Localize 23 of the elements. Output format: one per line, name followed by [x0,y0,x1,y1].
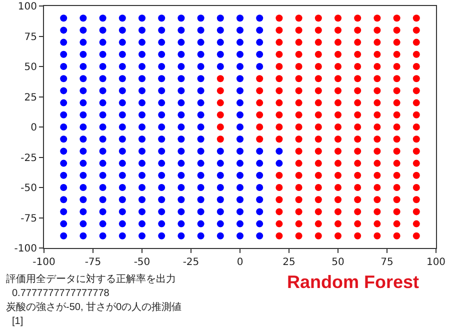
y-tick-label: 75 [24,32,37,43]
text: [1] [12,316,24,327]
x-tick-label: -25 [182,257,200,268]
y-tick-label: -50 [20,183,37,194]
text: 評価用全データに対する正解率を出力 [6,273,176,285]
y-tick-label: 100 [18,2,37,12]
text: 0.7777777777777778 [12,288,110,299]
x-tick-label: -50 [134,257,150,268]
y-tick-label: -75 [20,213,37,224]
text: 炭酸の強さが-50, 甘さが0の人の推測値 [6,301,182,313]
x-tick-label: -75 [84,257,102,268]
x-tick-label: 0 [236,257,244,268]
y-tick-label: -100 [14,244,37,254]
x-tick-label: -100 [32,257,56,268]
x-tick-label: 75 [380,257,394,268]
text: Random Forest [287,272,420,292]
y-tick-label: 25 [24,92,37,104]
x-tick-label: 25 [282,257,296,268]
y-tick-label: 0 [30,122,37,134]
x-tick-label: 50 [332,257,344,268]
x-tick-label: 100 [426,257,446,268]
y-tick-label: 50 [24,62,37,73]
y-tick-label: -25 [20,152,37,164]
